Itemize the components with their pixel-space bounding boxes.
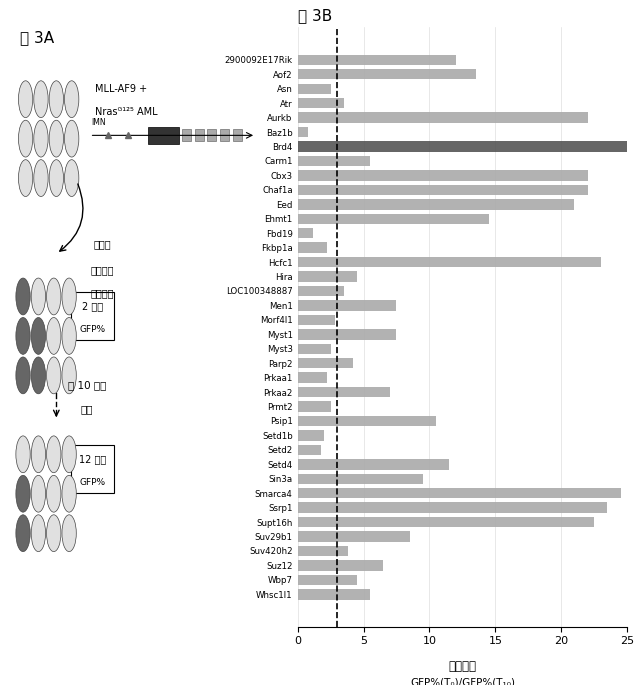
Bar [298,69,476,79]
Circle shape [62,515,76,551]
Bar [298,242,326,253]
Text: GFP%: GFP% [79,478,105,487]
Circle shape [34,121,48,157]
Circle shape [49,81,63,118]
Bar [298,560,383,571]
Text: 図 3A: 図 3A [20,30,54,45]
Circle shape [62,318,76,354]
Circle shape [49,160,63,197]
Text: 2 日目: 2 日目 [81,301,103,311]
Bar [298,589,370,599]
Text: lMN: lMN [91,118,106,127]
Bar [298,155,370,166]
Circle shape [31,357,45,394]
Circle shape [31,515,45,551]
Circle shape [49,121,63,157]
Bar [298,358,353,369]
Circle shape [65,81,79,118]
Bar [298,503,607,513]
Bar [298,141,627,151]
Bar [298,199,575,210]
Circle shape [16,475,30,512]
Text: GFP%: GFP% [79,325,105,334]
Bar [298,459,449,469]
Circle shape [47,357,61,394]
Bar [298,517,595,527]
Text: 約 10 回の: 約 10 回の [68,380,106,390]
Circle shape [62,357,76,394]
Bar [207,129,216,141]
Circle shape [19,81,33,118]
FancyBboxPatch shape [70,445,114,493]
Bar [298,170,588,181]
Bar [298,271,357,282]
Text: Nrasᴳ¹²⁵ AML: Nrasᴳ¹²⁵ AML [95,108,157,117]
Bar [298,98,344,108]
Text: 形質導入: 形質導入 [91,265,114,275]
Bar [298,214,489,224]
Text: 細脹集団: 細脹集団 [91,288,114,298]
Circle shape [47,436,61,473]
Bar [298,488,621,499]
Bar [298,344,331,354]
Bar [182,129,191,141]
Circle shape [62,278,76,315]
Circle shape [34,160,48,197]
Text: 図 3B: 図 3B [298,8,332,23]
Bar [298,257,601,267]
Bar [298,532,410,542]
Circle shape [65,121,79,157]
Circle shape [31,436,45,473]
FancyBboxPatch shape [70,292,114,340]
Bar [298,445,321,455]
Circle shape [47,318,61,354]
Circle shape [19,160,33,197]
Bar [298,314,335,325]
Text: 12 日目: 12 日目 [79,455,106,464]
Bar [148,127,179,144]
Bar [298,546,348,556]
Circle shape [19,121,33,157]
Circle shape [16,278,30,315]
Bar [298,401,331,412]
Bar [298,430,324,440]
Bar [298,112,588,123]
Bar [298,575,357,585]
Text: MLL-AF9 +: MLL-AF9 + [95,84,147,95]
Circle shape [31,475,45,512]
Bar [220,129,229,141]
Circle shape [62,436,76,473]
Circle shape [47,475,61,512]
Text: 消耗倍数: 消耗倍数 [449,660,476,673]
Bar [298,329,397,340]
Circle shape [16,515,30,551]
Circle shape [65,160,79,197]
Circle shape [16,436,30,473]
Bar [298,416,436,426]
Bar [298,228,314,238]
Bar [298,55,456,65]
Bar [233,129,242,141]
Bar [195,129,204,141]
Bar [298,473,423,484]
Text: 部分的: 部分的 [93,239,111,249]
Circle shape [62,475,76,512]
Circle shape [16,318,30,354]
Bar [298,387,390,397]
Circle shape [31,318,45,354]
Text: GFP%(T₀)/GFP%(T₁₀): GFP%(T₀)/GFP%(T₁₀) [410,677,515,685]
Text: 維代: 維代 [81,405,93,414]
Bar [298,185,588,195]
Circle shape [34,81,48,118]
Bar [298,373,326,383]
Circle shape [31,278,45,315]
Bar [298,127,308,137]
Circle shape [16,357,30,394]
Bar [298,300,397,310]
Circle shape [47,278,61,315]
Bar [298,286,344,296]
Bar [298,84,331,94]
Circle shape [47,515,61,551]
